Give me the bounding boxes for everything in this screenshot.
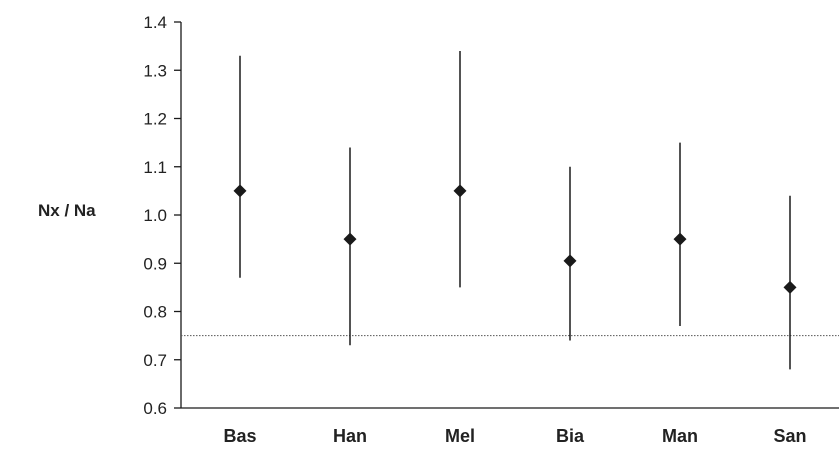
y-axis-title: Nx / Na <box>38 201 96 220</box>
y-tick-label: 1.4 <box>143 13 167 32</box>
data-point <box>343 232 357 246</box>
x-category-label: Man <box>662 426 698 446</box>
y-tick-label: 0.8 <box>143 303 167 322</box>
y-tick-label: 0.9 <box>143 254 167 273</box>
x-category-label: Han <box>333 426 367 446</box>
data-point <box>783 280 797 294</box>
y-tick-label: 1.3 <box>143 61 167 80</box>
data-point <box>453 184 467 198</box>
y-tick-label: 1.0 <box>143 206 167 225</box>
data-point <box>563 254 577 268</box>
y-tick-label: 1.1 <box>143 158 167 177</box>
y-tick-label: 0.7 <box>143 351 167 370</box>
y-tick-label: 0.6 <box>143 399 167 418</box>
x-category-label: Bia <box>556 426 585 446</box>
data-point <box>233 184 247 198</box>
x-category-label: Mel <box>445 426 475 446</box>
data-point <box>673 232 687 246</box>
x-category-label: San <box>773 426 806 446</box>
plot-area: 0.6 0.7 0.8 0.9 1.0 1.1 1.2 1.3 1.4 Bas Han Mel Bia M… <box>143 13 839 446</box>
x-category-label: Bas <box>223 426 256 446</box>
y-tick-label: 1.2 <box>143 110 167 129</box>
